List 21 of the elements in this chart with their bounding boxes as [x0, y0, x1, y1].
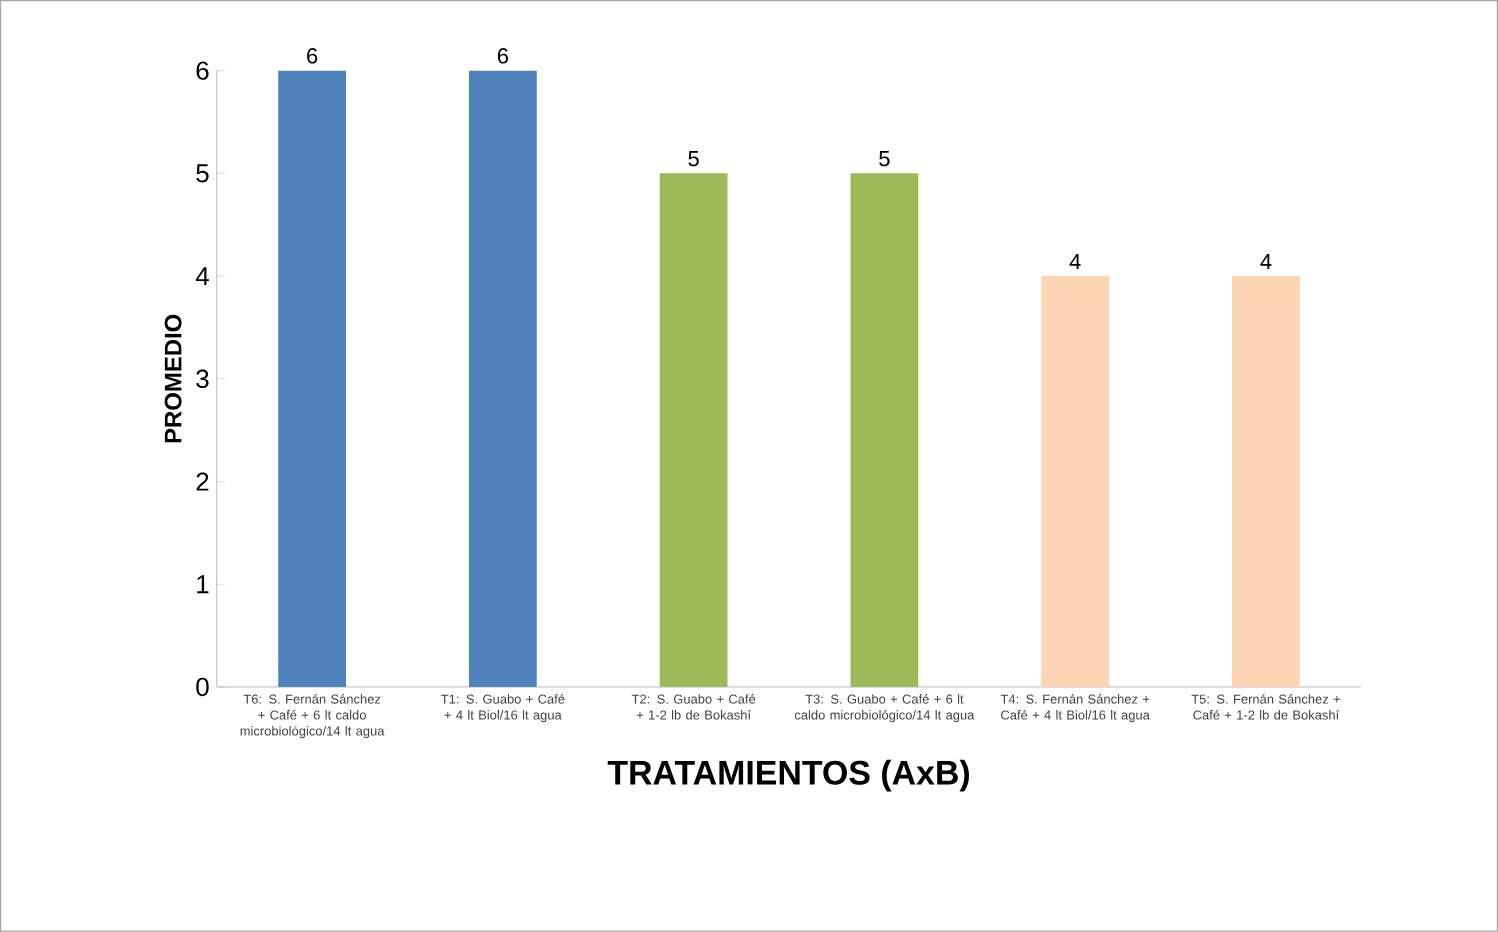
y-axis-title: PROMEDIO: [164, 314, 182, 443]
y-tick-label: 0: [196, 677, 209, 697]
y-tick-label: 1: [197, 575, 209, 594]
bar: [278, 70, 346, 688]
data-label: 4: [1069, 254, 1081, 270]
y-tick-label: 2: [196, 472, 209, 491]
y-tick-label: 3: [196, 369, 209, 389]
bar: [850, 173, 919, 688]
bar: [659, 173, 728, 688]
y-tick-label: 6: [196, 61, 209, 80]
bar: [1041, 276, 1110, 688]
data-label: 5: [688, 151, 699, 167]
bar: [468, 70, 537, 688]
y-tick-label: 5: [196, 164, 209, 183]
data-label: 5: [879, 151, 890, 167]
x-axis-title: TRATAMIENTOS (AxB): [607, 759, 969, 792]
data-label: 4: [1260, 254, 1272, 270]
data-label: 6: [307, 48, 318, 64]
data-label: 6: [497, 48, 508, 64]
bar: [1232, 276, 1300, 688]
y-tick-label: 4: [195, 267, 209, 286]
